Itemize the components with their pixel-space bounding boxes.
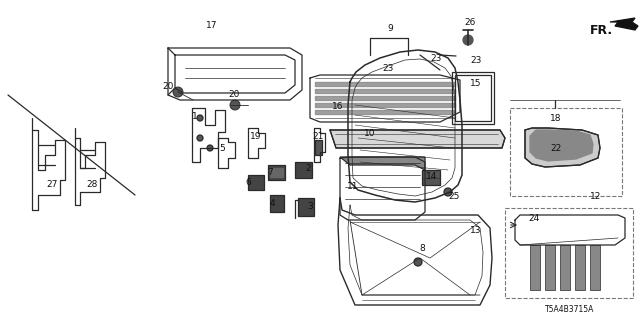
Polygon shape: [330, 130, 505, 148]
Text: 3: 3: [307, 202, 313, 211]
Circle shape: [230, 100, 240, 110]
Text: 12: 12: [590, 191, 602, 201]
Text: 13: 13: [470, 226, 482, 235]
Text: 23: 23: [470, 55, 482, 65]
Text: 23: 23: [382, 63, 394, 73]
Text: 4: 4: [269, 198, 275, 207]
Polygon shape: [575, 245, 585, 290]
Polygon shape: [248, 175, 264, 190]
Polygon shape: [530, 130, 593, 161]
Text: 8: 8: [419, 244, 425, 252]
Polygon shape: [268, 165, 285, 180]
Text: 24: 24: [529, 213, 540, 222]
Polygon shape: [422, 170, 440, 185]
Text: 14: 14: [426, 172, 438, 180]
Circle shape: [207, 145, 213, 151]
Text: 17: 17: [206, 20, 218, 29]
Circle shape: [444, 188, 452, 196]
Text: 27: 27: [46, 180, 58, 188]
Text: T5A4B3715A: T5A4B3715A: [545, 306, 595, 315]
Bar: [510, 108, 622, 196]
Polygon shape: [270, 195, 284, 212]
Text: 6: 6: [245, 178, 251, 187]
Polygon shape: [545, 245, 555, 290]
Circle shape: [173, 87, 183, 97]
Bar: [455, 75, 491, 121]
Text: 28: 28: [86, 180, 98, 188]
Text: 25: 25: [448, 191, 460, 201]
Text: 16: 16: [332, 101, 344, 110]
Text: 18: 18: [550, 114, 562, 123]
Text: 20: 20: [228, 90, 240, 99]
Text: 20: 20: [163, 82, 173, 91]
Text: 23: 23: [430, 53, 442, 62]
Text: 19: 19: [250, 132, 262, 140]
Text: 26: 26: [464, 18, 476, 27]
Text: 5: 5: [219, 143, 225, 153]
Text: 7: 7: [267, 167, 273, 177]
Polygon shape: [340, 157, 425, 170]
Polygon shape: [610, 18, 638, 30]
Text: 2: 2: [305, 164, 311, 172]
Polygon shape: [315, 140, 322, 155]
Text: 9: 9: [387, 23, 393, 33]
Polygon shape: [270, 168, 283, 177]
Polygon shape: [590, 245, 600, 290]
Circle shape: [414, 258, 422, 266]
Polygon shape: [530, 245, 540, 290]
Bar: [505, 208, 633, 298]
Circle shape: [197, 135, 203, 141]
Polygon shape: [560, 245, 570, 290]
Polygon shape: [298, 198, 314, 216]
Text: FR.: FR.: [590, 23, 613, 36]
Text: 1: 1: [192, 111, 198, 121]
Text: 15: 15: [470, 78, 482, 87]
Text: 21: 21: [312, 132, 324, 140]
Text: 22: 22: [550, 143, 562, 153]
Bar: [452, 72, 494, 124]
Text: 11: 11: [348, 181, 359, 190]
Polygon shape: [525, 128, 600, 167]
Polygon shape: [295, 162, 312, 178]
Text: 10: 10: [364, 129, 376, 138]
Circle shape: [463, 35, 473, 45]
Circle shape: [197, 115, 203, 121]
